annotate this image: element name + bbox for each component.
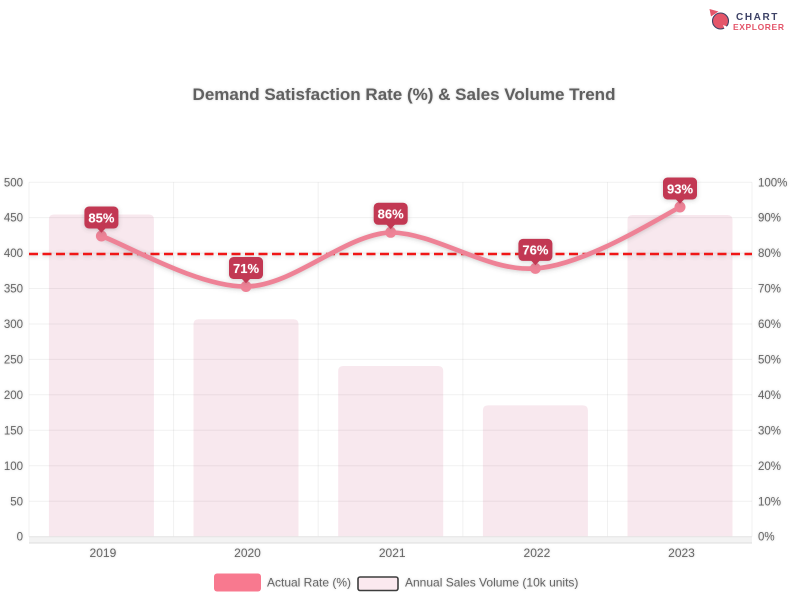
svg-text:2023: 2023 [668,546,695,560]
svg-text:200: 200 [4,390,23,402]
svg-text:2022: 2022 [524,546,551,560]
svg-text:500: 500 [4,177,23,189]
svg-text:76%: 76% [522,243,548,258]
svg-text:80%: 80% [758,248,781,260]
svg-text:40%: 40% [758,390,781,402]
svg-text:20%: 20% [758,461,781,473]
svg-text:Actual Rate (%): Actual Rate (%) [267,576,351,590]
svg-text:71%: 71% [233,261,259,276]
svg-text:CHART: CHART [736,12,779,23]
svg-text:70%: 70% [758,284,781,296]
svg-text:100: 100 [4,461,23,473]
svg-text:150: 150 [4,425,23,437]
svg-text:2020: 2020 [234,546,261,560]
svg-text:Demand Satisfaction Rate (%) &: Demand Satisfaction Rate (%) & Sales Vol… [193,85,616,104]
svg-text:93%: 93% [667,181,693,196]
svg-text:30%: 30% [758,425,781,437]
svg-text:100%: 100% [758,177,787,189]
svg-text:50: 50 [10,496,23,508]
svg-text:60%: 60% [758,319,781,331]
svg-text:300: 300 [4,319,23,331]
svg-text:Annual Sales Volume (10k units: Annual Sales Volume (10k units) [405,576,578,590]
svg-text:0%: 0% [758,532,775,544]
svg-text:EXPLORER: EXPLORER [733,22,785,32]
svg-text:90%: 90% [758,213,781,225]
svg-text:2019: 2019 [90,546,117,560]
svg-text:86%: 86% [378,207,404,222]
svg-text:0: 0 [17,532,23,544]
svg-text:50%: 50% [758,355,781,367]
svg-text:2021: 2021 [379,546,406,560]
svg-text:350: 350 [4,284,23,296]
svg-text:85%: 85% [88,210,114,225]
svg-text:10%: 10% [758,496,781,508]
svg-text:450: 450 [4,213,23,225]
svg-text:250: 250 [4,355,23,367]
svg-text:400: 400 [4,248,23,260]
